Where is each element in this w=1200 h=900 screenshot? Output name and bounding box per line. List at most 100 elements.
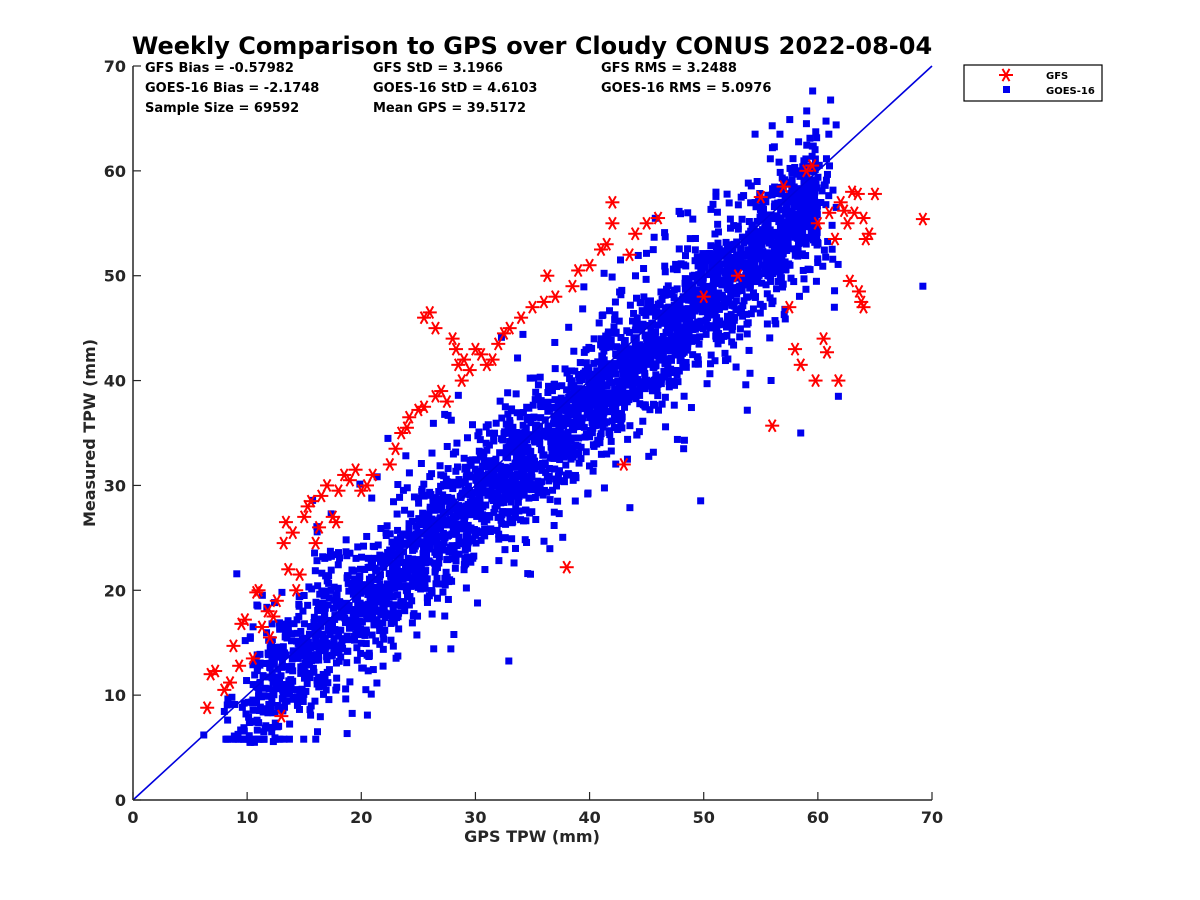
goes-16-point <box>594 358 602 366</box>
x-tick-label: 60 <box>807 808 829 827</box>
goes-16-point <box>680 445 688 453</box>
goes-16-point <box>550 522 558 530</box>
goes-16-point <box>611 311 619 319</box>
goes-16-point <box>724 243 732 251</box>
goes-16-point <box>774 277 782 285</box>
goes-16-point <box>802 236 810 244</box>
goes-16-point <box>391 575 399 583</box>
goes-16-point <box>285 687 293 695</box>
gfs-point <box>297 510 312 524</box>
goes-16-point <box>776 223 784 231</box>
goes-16-point <box>714 220 722 228</box>
goes-16-point <box>441 612 449 620</box>
goes-16-point <box>590 335 598 343</box>
goes-16-point <box>629 317 637 325</box>
goes-16-point <box>342 695 350 703</box>
goes-16-point <box>679 328 687 336</box>
goes-16-point <box>474 502 482 510</box>
goes-16-point <box>296 693 304 701</box>
goes-16-point <box>762 267 770 275</box>
goes-16-point <box>775 158 783 166</box>
goes-16-point <box>289 647 297 655</box>
goes-16-point <box>343 572 351 580</box>
goes-16-point <box>433 539 441 547</box>
goes-16-point <box>601 344 609 352</box>
goes-16-point <box>432 525 440 533</box>
goes-16-point <box>342 548 350 556</box>
goes-16-point <box>269 686 277 694</box>
goes-16-point <box>321 634 329 642</box>
goes-16-point <box>510 448 518 456</box>
goes-16-point <box>487 525 495 533</box>
goes-16-point <box>619 382 627 390</box>
goes-16-point <box>335 632 343 640</box>
goes-16-point <box>418 488 426 496</box>
goes-16-point <box>234 730 242 738</box>
goes-16-point <box>320 690 328 698</box>
goes-16-point <box>289 667 297 675</box>
gfs-point <box>337 468 352 482</box>
goes-16-point <box>345 636 353 644</box>
goes-16-point <box>462 532 470 540</box>
goes-16-point <box>550 428 558 436</box>
goes-16-point <box>575 449 583 457</box>
goes-16-point <box>818 187 826 195</box>
gfs-point <box>208 664 223 678</box>
goes-16-point <box>705 283 713 291</box>
goes-16-point <box>684 324 692 332</box>
goes-16-point <box>571 497 579 505</box>
gfs-point <box>292 567 307 582</box>
goes-16-point <box>561 432 569 440</box>
goes-16-point <box>790 195 798 203</box>
goes-16-point <box>381 609 389 617</box>
goes-16-point <box>356 572 364 580</box>
gfs-point <box>565 279 580 293</box>
goes-16-point <box>486 429 494 437</box>
goes-16-point <box>420 559 428 567</box>
goes-16-point <box>646 406 654 414</box>
goes-16-point <box>617 413 625 421</box>
gfs-point <box>805 159 820 173</box>
goes-16-point <box>802 285 810 293</box>
goes-16-point <box>765 250 773 258</box>
goes-16-point <box>396 493 404 501</box>
goes-16-point <box>683 346 691 354</box>
goes-16-point <box>795 251 803 259</box>
goes-16-point <box>410 493 418 501</box>
goes-16-point <box>821 181 829 189</box>
goes-16-point <box>309 664 317 672</box>
goes-16-point <box>768 213 776 221</box>
goes-16-point <box>766 226 774 234</box>
goes-16-point <box>389 563 397 571</box>
goes-16-point <box>539 491 547 499</box>
goes-16-point <box>444 493 452 501</box>
gfs-point <box>274 709 289 723</box>
goes-16-point <box>510 442 518 450</box>
goes-16-point <box>832 121 840 129</box>
goes-16-point <box>487 460 495 468</box>
goes-16-point <box>220 707 228 715</box>
goes-16-point <box>641 385 649 393</box>
goes-16-point <box>544 398 552 406</box>
goes-16-point <box>451 564 459 572</box>
goes-16-point <box>617 333 625 341</box>
goes-16-point <box>472 476 480 484</box>
goes-16-point <box>385 600 393 608</box>
stat-text: Mean GPS = 39.5172 <box>373 101 526 116</box>
goes-16-point <box>497 499 505 507</box>
goes-16-point <box>732 363 740 371</box>
goes-16-point <box>256 659 264 667</box>
goes-16-point <box>582 372 590 380</box>
goes-16-point <box>507 481 515 489</box>
goes-16-point <box>493 474 501 482</box>
goes-16-point <box>711 307 719 315</box>
goes-16-point <box>559 533 567 541</box>
gfs-point <box>793 358 808 372</box>
goes-16-point <box>666 323 674 331</box>
goes-16-point <box>449 478 457 486</box>
goes-16-point <box>323 656 331 664</box>
goes-16-point <box>312 598 320 606</box>
goes-16-point <box>768 300 776 308</box>
goes-16-point <box>380 603 388 611</box>
goes-16-point <box>527 419 535 427</box>
